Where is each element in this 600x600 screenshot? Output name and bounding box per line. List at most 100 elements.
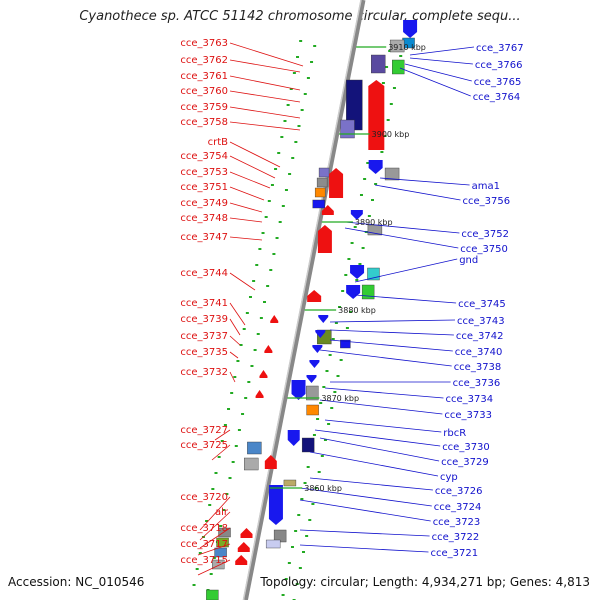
tick-dot — [312, 434, 316, 436]
tick-dot — [290, 546, 294, 548]
right-leader-line — [399, 67, 471, 97]
right-gene-label: cyp — [440, 472, 458, 483]
right-gene-label: cce_3723 — [433, 517, 481, 528]
tick-dot — [281, 594, 285, 596]
tick-dot — [269, 269, 273, 271]
left-gene-label: cce_3727 — [180, 425, 228, 436]
tick-dot — [350, 242, 354, 244]
chromosome-backbone — [242, 0, 366, 600]
right-gene-label: cce_3722 — [432, 532, 480, 543]
right-leader-line — [324, 387, 444, 399]
tick-dot — [302, 551, 306, 553]
gene-arrow-small — [312, 345, 323, 353]
left-leader-line — [229, 186, 265, 201]
tick-dot — [317, 471, 321, 473]
left-gene-label: cce_3759 — [180, 102, 228, 113]
tick-dot — [252, 280, 256, 282]
left-leader-line — [229, 121, 301, 131]
tick-dot — [245, 312, 249, 314]
right-leader-line — [299, 499, 431, 522]
tick-dot — [278, 221, 282, 223]
tick-dot — [325, 370, 329, 372]
gene-arrow-small — [255, 390, 264, 398]
left-gene-label: cce_3725 — [180, 440, 228, 451]
left-gene-label: cce_3720 — [180, 492, 228, 503]
ruler-labels: 3910 kbp 3900 kbp 3890 kbp 3880 kbp 3870 kbp… — [269, 43, 426, 493]
left-leader-line — [197, 543, 231, 556]
gene-block-small — [316, 177, 328, 188]
right-gene-label: cce_3736 — [453, 378, 501, 389]
tick-dot — [296, 56, 300, 58]
right-leader-line — [344, 221, 460, 234]
gene-arrow-red — [329, 168, 344, 198]
tick-dot — [359, 194, 363, 196]
gene-block-small — [314, 187, 326, 198]
gene-labels: cce_3763 cce_3762 cce_3761 cce_3760 cce_3759… — [180, 38, 523, 566]
tick-dot — [303, 482, 307, 484]
left-gene-label: cce_3741 — [180, 298, 228, 309]
tick-dot — [319, 402, 323, 404]
left-leader-line — [229, 59, 301, 73]
right-gene-label: cce_3765 — [474, 77, 522, 88]
left-leader-line — [229, 90, 301, 103]
tick-dot — [263, 301, 267, 303]
tick-dot — [227, 408, 231, 410]
right-gene-label: cce_3743 — [457, 316, 505, 327]
gene-block-purple — [371, 54, 386, 74]
gene-block-grey — [389, 39, 405, 53]
tick-dot — [231, 461, 235, 463]
tick-dot — [261, 232, 265, 234]
right-gene-label: cce_3764 — [473, 92, 521, 103]
left-gene-label: cce_3763 — [180, 38, 228, 49]
gene-block-light — [340, 119, 355, 139]
tick-dot — [322, 386, 326, 388]
left-leader-line — [229, 335, 241, 346]
gene-arrow-fwd — [268, 485, 283, 525]
gene-arrow-fwd — [350, 210, 363, 220]
tick-dot — [327, 423, 331, 425]
tick-dot — [281, 205, 285, 207]
gene-arrow-red — [240, 528, 253, 538]
tick-dot — [313, 45, 317, 47]
tick-dot — [228, 477, 232, 479]
gene-arrow-red — [264, 455, 277, 469]
left-leader-line — [229, 351, 239, 359]
tick-dot — [306, 77, 310, 79]
right-gene-label: rbcR — [443, 428, 466, 439]
tick-dot — [389, 103, 393, 105]
tick-dots — [192, 40, 403, 600]
gene-arrow-red — [317, 225, 332, 253]
left-leader-line — [229, 155, 276, 179]
left-gene-label: cce_3715 — [180, 555, 228, 566]
tick-dot — [209, 573, 213, 575]
gene-block-green — [361, 284, 375, 300]
gene-block-green — [392, 59, 405, 75]
tick-dot — [220, 440, 224, 442]
gene-block-grey — [244, 457, 259, 471]
gene-arrow-red — [307, 290, 322, 302]
tick-dot — [299, 40, 303, 42]
tick-dot — [330, 407, 334, 409]
gene-block-small — [318, 167, 330, 178]
left-gene-label: cce_3749 — [180, 198, 228, 209]
tick-dot — [234, 445, 238, 447]
tick-dot — [392, 87, 396, 89]
tick-dot — [306, 466, 310, 468]
tick-dot — [284, 189, 288, 191]
right-leader-line — [319, 349, 452, 367]
tick-dot — [338, 306, 342, 308]
gene-block-small — [216, 537, 229, 548]
tick-dot — [294, 530, 298, 532]
gene-block-blue — [312, 199, 325, 209]
left-gene-label: cce_3717 — [180, 539, 228, 550]
left-leader-line — [199, 527, 231, 549]
gene-block-green — [206, 589, 219, 600]
gene-arrow-fwd — [403, 20, 418, 38]
tick-dot — [230, 392, 234, 394]
tick-dot — [239, 344, 243, 346]
tick-dot — [370, 199, 374, 201]
left-gene-label: cce_3751 — [180, 182, 228, 193]
right-leader-line — [299, 529, 430, 537]
tick-dot — [344, 274, 348, 276]
